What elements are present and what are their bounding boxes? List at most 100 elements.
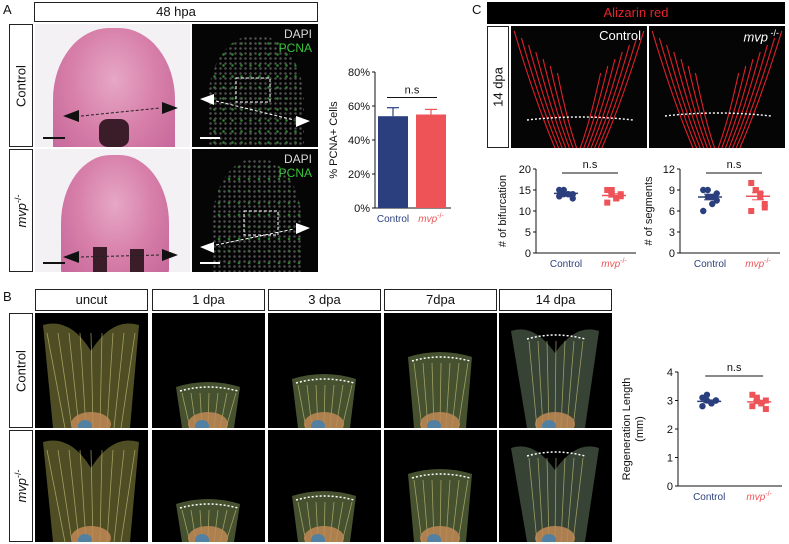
data-point <box>762 397 769 404</box>
bone-ray <box>535 51 567 148</box>
fin-shape <box>292 374 356 428</box>
y-tick-label: 80% <box>348 67 370 79</box>
y-tick-label: 3 <box>669 227 675 239</box>
y-axis-label: # of segments <box>643 176 655 246</box>
panel-b-row-label-control: Control <box>9 313 33 428</box>
panel-a-header: 48 hpa <box>34 2 318 22</box>
pcna-label: PCNA <box>278 166 312 180</box>
data-point <box>757 190 764 197</box>
y-tick-label: 0 <box>669 248 675 260</box>
bone-ray <box>528 44 563 148</box>
amputation-line <box>295 495 355 501</box>
fin-ray <box>79 332 87 428</box>
fin-ray <box>566 457 575 542</box>
bone-ray <box>594 44 630 148</box>
fin-base-blue <box>542 420 556 428</box>
data-point <box>703 391 711 398</box>
bone-ray <box>732 44 768 148</box>
y-axis-label: # of bifurcation <box>497 175 509 247</box>
fin-shape <box>511 329 599 428</box>
dapi-label: DAPI <box>283 27 312 41</box>
panel-label-c: C <box>472 2 482 17</box>
he-image-mutant <box>35 149 190 272</box>
dapi-label: DAPI <box>283 152 312 166</box>
significance-label: n.s <box>583 159 598 171</box>
fin-ray <box>528 457 538 542</box>
y-tick-label: 60% <box>348 101 370 113</box>
pcna-bar-chart: 0% 20% 40% 60% 80% % PCNA+ Cells Control mvp-/-… <box>328 67 451 225</box>
panel-a-row-label-mutant: mvp-/- <box>9 149 33 272</box>
fin-base-blue <box>542 534 556 542</box>
bone-ray <box>590 51 623 148</box>
bar <box>416 114 446 208</box>
fin-image <box>268 430 381 542</box>
panel-b-col-header: uncut <box>35 289 148 311</box>
data-point <box>748 180 755 186</box>
bone-ray <box>721 65 747 148</box>
amputation-line <box>526 451 586 457</box>
fin-shape <box>43 323 139 428</box>
bone-ray <box>601 30 645 148</box>
data-point <box>749 403 756 410</box>
data-point <box>752 187 759 193</box>
panel-b-col-header: 7dpa <box>384 289 497 311</box>
fin-ray <box>572 457 584 542</box>
fin-ray <box>537 340 544 428</box>
significance-label: n.s <box>727 159 742 171</box>
fin-image <box>35 313 148 428</box>
x-tick-label: Control <box>377 214 409 225</box>
data-point <box>709 200 716 208</box>
panel-b-col-header: 3 dpa <box>268 289 381 311</box>
segments-scatter-chart: 0 3 6 9 12 # of segments Control mvp-/- n.s <box>643 159 780 270</box>
data-point <box>761 204 768 211</box>
bone-ray <box>680 58 708 148</box>
bone-ray <box>549 65 574 148</box>
bone-ray <box>724 58 754 148</box>
bone-ray <box>658 37 698 148</box>
x-tick-label: Control <box>694 259 726 270</box>
y-axis-label: Regeneration Length <box>621 378 633 481</box>
fin-base-blue <box>311 534 325 542</box>
y-tick-label: 0 <box>525 248 531 260</box>
bone-ray <box>728 51 761 148</box>
data-point <box>704 186 711 194</box>
amputation-line <box>526 334 586 340</box>
bone-ray <box>694 72 716 148</box>
fin-ray <box>120 332 136 428</box>
data-point <box>762 406 769 413</box>
bone-ray <box>687 65 712 148</box>
fin-ray <box>528 340 538 428</box>
data-point <box>608 187 615 193</box>
bone-ray <box>520 37 560 148</box>
amputation-line <box>526 116 634 121</box>
fin-ray <box>413 362 423 428</box>
panel-label-b: B <box>3 289 12 304</box>
fin-ray <box>68 332 80 428</box>
fin-ray <box>341 384 353 428</box>
fin-ray <box>99 449 103 542</box>
fin-ray <box>57 332 73 428</box>
y-tick-label: 20% <box>348 169 370 181</box>
panel-a-row-label-control: Control <box>9 24 33 147</box>
y-tick-label: 15 <box>519 185 531 197</box>
amputation-line <box>179 386 239 392</box>
y-tick-label: 20 <box>519 164 531 176</box>
y-tick-label: 5 <box>525 227 531 239</box>
bone-ray <box>651 30 694 148</box>
fin-ray <box>572 340 584 428</box>
data-point <box>699 403 706 410</box>
panel-b-row-label-mutant: mvp-/- <box>9 430 33 542</box>
bone-ray <box>735 37 776 148</box>
fin-ray <box>413 479 423 542</box>
y-tick-label: 0 <box>667 481 673 493</box>
bifurcation-scatter-chart: 0 5 10 15 20 # of bifurcation Control mvp-/- n.s <box>497 159 636 270</box>
significance-label: n.s <box>727 362 742 374</box>
amputation-line <box>179 503 239 509</box>
alizarin-col-label-control: Control <box>599 28 641 43</box>
panel-b-col-header: 14 dpa <box>499 289 612 311</box>
significance-label: n.s <box>405 85 420 97</box>
fin-image <box>268 313 381 428</box>
bone-ray <box>717 72 740 148</box>
bone-ray <box>583 65 609 148</box>
bone-ray <box>739 30 783 148</box>
